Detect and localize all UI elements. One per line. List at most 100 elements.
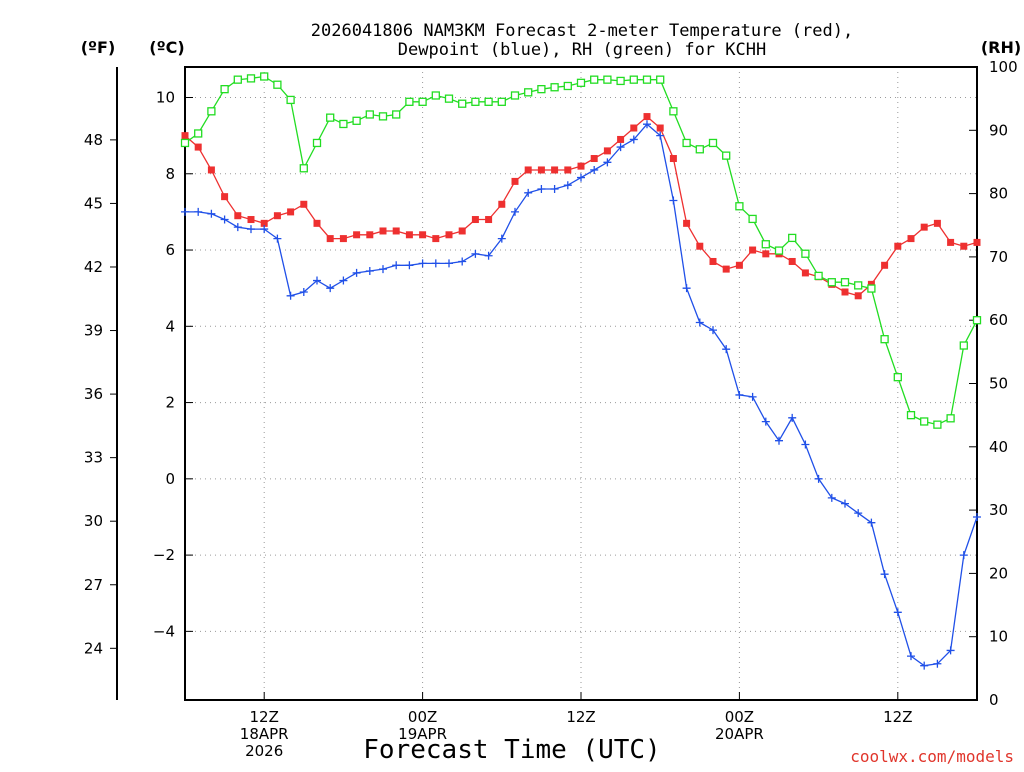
x-tick-label: 12Z bbox=[566, 708, 595, 726]
rh-unit-label: (RH) bbox=[981, 38, 1021, 57]
temperature-point bbox=[221, 193, 229, 201]
dewpoint-point bbox=[735, 390, 744, 399]
temperature-point bbox=[656, 124, 664, 132]
rh-point bbox=[708, 138, 718, 148]
rh-point bbox=[484, 97, 493, 106]
dewpoint-point bbox=[682, 284, 691, 293]
rh-tick-label: 60 bbox=[989, 311, 1008, 329]
rh-point bbox=[801, 249, 810, 258]
rh-tick-label: 40 bbox=[989, 438, 1008, 456]
temperature-point bbox=[920, 223, 928, 231]
dewpoint-point bbox=[379, 265, 387, 274]
rh-point bbox=[933, 420, 942, 429]
temperature-point bbox=[801, 269, 809, 277]
rh-point bbox=[286, 95, 295, 105]
temperature-point bbox=[973, 238, 981, 246]
temperature-point bbox=[458, 227, 466, 235]
temperature-point bbox=[537, 166, 545, 174]
rh-point bbox=[840, 278, 850, 287]
rh-point bbox=[656, 75, 665, 84]
rh-point bbox=[233, 75, 242, 84]
temperature-point bbox=[722, 265, 730, 273]
dewpoint-point bbox=[775, 436, 783, 445]
temperature-point bbox=[273, 212, 281, 220]
rh-point bbox=[365, 110, 374, 119]
rh-point bbox=[590, 75, 599, 84]
rh-point bbox=[629, 75, 638, 84]
temperature-point bbox=[577, 162, 585, 170]
rh-point bbox=[563, 81, 572, 91]
rh-tick-label: 30 bbox=[989, 501, 1008, 519]
temperature-point bbox=[366, 231, 374, 239]
temperature-point bbox=[867, 280, 875, 288]
site-credit: coolwx.com/models bbox=[850, 747, 1014, 766]
temperature-point bbox=[960, 242, 968, 250]
data-series bbox=[180, 72, 982, 670]
x-tick-label: 12Z bbox=[883, 708, 912, 726]
dewpoint-point bbox=[286, 291, 295, 300]
dewpoint-point bbox=[656, 131, 665, 140]
dewpoint-point bbox=[273, 234, 282, 243]
rh-point bbox=[788, 233, 797, 243]
dewpoint-point bbox=[946, 646, 955, 655]
fahrenheit-tick-label: 39 bbox=[84, 322, 103, 340]
celsius-tick-label: 0 bbox=[165, 470, 175, 488]
rh-point bbox=[550, 83, 559, 92]
chart-title-line-1: 2026041806 NAM3KM Forecast 2-meter Tempe… bbox=[311, 21, 853, 41]
dewpoint-point bbox=[233, 223, 242, 232]
axes bbox=[110, 66, 978, 701]
dewpoint-point bbox=[207, 209, 216, 218]
temperature-point bbox=[353, 231, 361, 239]
dewpoint-point bbox=[590, 165, 599, 174]
dewpoint-point bbox=[497, 234, 506, 243]
temperature-point bbox=[207, 166, 215, 174]
temperature-point bbox=[471, 216, 479, 224]
temperature-point bbox=[511, 177, 519, 185]
dewpoint-point bbox=[867, 518, 876, 527]
temperature-point bbox=[300, 200, 308, 208]
dewpoint-point bbox=[880, 570, 889, 579]
temperature-point bbox=[326, 235, 334, 243]
dewpoint-point bbox=[814, 474, 823, 483]
dewpoint-point bbox=[431, 259, 440, 268]
temperature-point bbox=[881, 261, 889, 269]
temperature-point bbox=[260, 219, 268, 227]
temperature-point bbox=[194, 143, 202, 151]
temperature-point bbox=[894, 242, 902, 250]
dewpoint-point bbox=[643, 120, 651, 129]
fahrenheit-tick-label: 42 bbox=[84, 258, 103, 276]
temperature-point bbox=[841, 288, 849, 296]
rh-tick-label: 90 bbox=[989, 121, 1008, 139]
rh-point bbox=[220, 85, 229, 94]
rh-tick-label: 100 bbox=[989, 58, 1018, 76]
rh-point bbox=[576, 78, 586, 87]
rh-point bbox=[537, 85, 546, 94]
rh-point bbox=[761, 240, 770, 249]
rh-point bbox=[867, 284, 876, 293]
rh-point bbox=[827, 278, 836, 287]
celsius-tick-label: −2 bbox=[153, 546, 175, 564]
dewpoint-point bbox=[537, 185, 546, 194]
rh-point bbox=[946, 414, 955, 423]
rh-point bbox=[497, 97, 506, 106]
temperature-point bbox=[524, 166, 532, 174]
dewpoint-point bbox=[458, 257, 467, 266]
rh-point bbox=[906, 410, 916, 420]
dewpoint-point bbox=[669, 196, 678, 205]
rh-point bbox=[814, 271, 823, 281]
dewpoint-point bbox=[959, 551, 968, 560]
rh-tick-label: 20 bbox=[989, 564, 1008, 582]
fahrenheit-tick-label: 33 bbox=[84, 449, 103, 467]
temperature-point bbox=[907, 235, 915, 243]
series-rh bbox=[180, 72, 982, 429]
rh-point bbox=[972, 316, 982, 325]
fahrenheit-tick-label: 36 bbox=[84, 385, 103, 403]
rh-point bbox=[682, 138, 691, 148]
plot-frame bbox=[184, 66, 978, 701]
dewpoint-point bbox=[722, 345, 731, 354]
rh-point bbox=[748, 214, 757, 224]
rh-point bbox=[735, 202, 744, 211]
celsius-tick-label: −4 bbox=[153, 622, 175, 640]
celsius-unit-label: (ºC) bbox=[149, 38, 184, 57]
